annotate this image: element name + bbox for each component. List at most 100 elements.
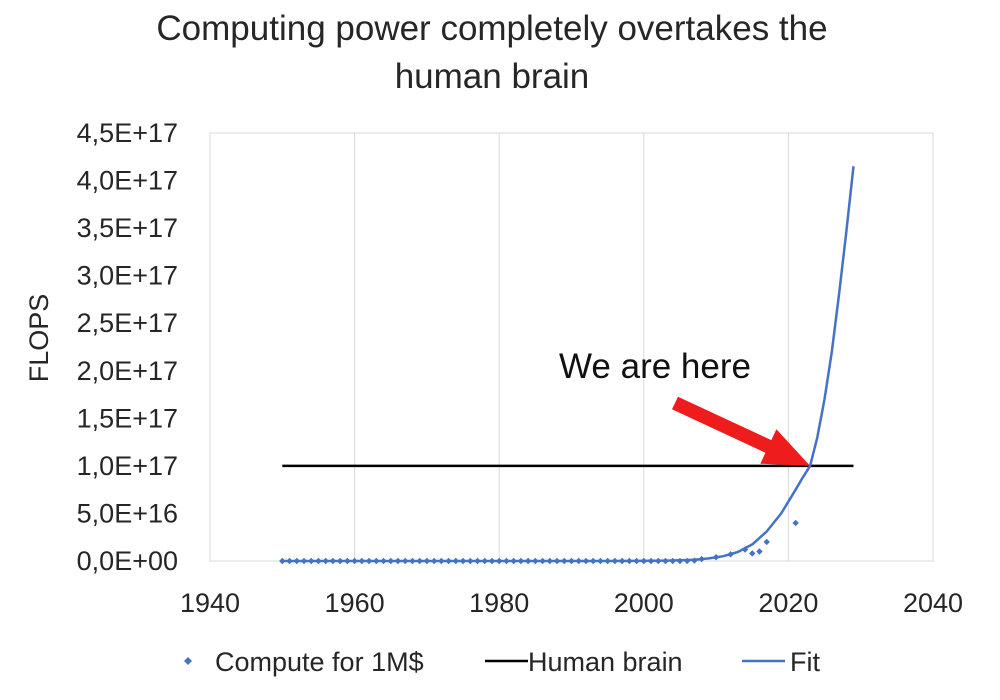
data-point [481,557,488,565]
data-point [336,557,344,565]
data-point [503,557,510,565]
data-point [575,557,582,565]
legend-item-fit: Fit [742,647,820,677]
data-point [546,557,554,565]
chart-title-line-2: human brain [395,57,590,96]
data-point [279,557,286,565]
data-point [683,557,691,565]
data-point [488,557,496,565]
data-point [459,557,467,565]
data-point [416,557,423,565]
legend-item-compute: Compute for 1M$ [184,647,424,677]
data-point [293,557,300,565]
data-point [329,557,337,565]
data-point [300,557,308,565]
data-point [517,557,525,565]
red-arrow [672,396,811,466]
y-axis-ticks: 0,0E+00 5,0E+16 1,0E+17 1,5E+17 2,0E+17 2,5E+… [77,118,178,576]
legend-item-human-brain: Human brain [485,647,683,677]
data-point [365,557,373,565]
y-axis-label: FLOPS [24,294,54,383]
y-tick-label: 4,0E+17 [77,166,178,196]
data-point [589,557,597,565]
data-point [763,538,770,546]
data-point [358,557,366,565]
data-point [438,557,445,565]
data-point [496,557,503,565]
x-tick-label: 2000 [614,588,674,618]
data-point [467,557,474,565]
data-point [510,557,517,565]
data-point [445,557,452,565]
data-point [394,557,402,565]
data-point [430,557,438,565]
annotation-arrow-icon [672,396,811,466]
legend-label-fit: Fit [790,647,820,677]
data-point [792,519,799,527]
annotation-we-are-here: We are here [559,347,751,386]
y-tick-label: 2,5E+17 [77,308,178,338]
data-point [532,557,539,565]
data-point [452,557,460,565]
y-tick-label: 4,5E+17 [77,118,178,148]
series-compute-for-1m [279,519,799,565]
data-point [308,557,315,565]
x-tick-label: 2040 [903,588,963,618]
y-tick-label: 2,0E+17 [77,356,178,386]
data-point [553,557,561,565]
data-point [380,557,387,565]
data-point [568,557,575,565]
x-tick-label: 2020 [758,588,818,618]
data-point [604,557,611,565]
data-point [712,553,720,561]
data-point [662,557,669,565]
data-point [387,557,394,565]
legend-label-compute: Compute for 1M$ [215,647,424,677]
y-tick-label: 3,5E+17 [77,213,178,243]
data-point [669,557,676,565]
data-point [286,557,293,565]
data-point [351,557,358,565]
data-point [539,557,546,565]
legend: Compute for 1M$ Human brain Fit [184,647,820,677]
data-point [315,557,322,565]
data-point [698,555,705,563]
data-point [611,557,619,565]
data-point [633,557,640,565]
data-point [582,557,590,565]
data-point [756,548,763,555]
data-point [409,557,416,565]
data-point [597,557,604,565]
data-point [524,557,532,565]
legend-marker-compute [184,657,192,665]
data-point [640,557,647,565]
data-point [474,557,481,565]
data-point [402,557,409,565]
data-point [741,546,749,553]
y-tick-label: 5,0E+16 [77,498,178,528]
data-point [618,557,626,565]
data-point [691,557,698,564]
data-point [344,557,351,565]
x-axis-ticks: 1940 1960 1980 2000 2020 2040 [180,588,963,618]
x-tick-label: 1980 [469,588,529,618]
x-tick-label: 1940 [180,588,240,618]
data-point [423,557,431,565]
data-point [676,557,684,565]
legend-label-human-brain: Human brain [528,647,683,677]
data-point [655,557,662,565]
data-point [626,557,633,565]
data-point [647,557,655,565]
y-tick-label: 1,0E+17 [77,451,178,481]
data-point [373,557,380,565]
data-point [322,557,329,565]
chart-title-line-1: Computing power completely overtakes the [156,9,827,48]
x-tick-label: 1960 [325,588,385,618]
y-tick-label: 3,0E+17 [77,261,178,291]
data-point [727,551,734,558]
data-point [561,557,568,565]
y-tick-label: 0,0E+00 [77,546,178,576]
y-tick-label: 1,5E+17 [77,403,178,433]
